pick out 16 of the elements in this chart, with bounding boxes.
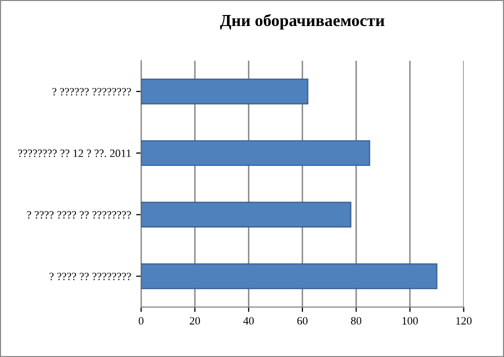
x-tick-label: 20 — [190, 317, 200, 325]
bar — [141, 263, 438, 290]
y-tick-label: ???????? ?? 12 ? ??. 2011 — [18, 150, 131, 158]
x-tick-label: 60 — [297, 317, 308, 325]
chart-title: Дни оборачиваемости — [220, 14, 384, 30]
y-tick-label: ? ?????? ???????? — [52, 88, 131, 96]
x-tick-label: 100 — [402, 317, 418, 325]
y-tick-label: ? ???? ???? ?? ???????? — [27, 211, 131, 219]
x-tick-label: 0 — [138, 317, 144, 325]
x-tick-label: 80 — [351, 317, 362, 325]
bar — [141, 140, 370, 166]
x-tick-label: 120 — [456, 317, 472, 325]
x-tick-label: 40 — [243, 317, 254, 325]
bar — [141, 202, 352, 228]
bar — [141, 78, 308, 104]
y-tick-label: ? ???? ?? ???????? — [50, 272, 131, 280]
